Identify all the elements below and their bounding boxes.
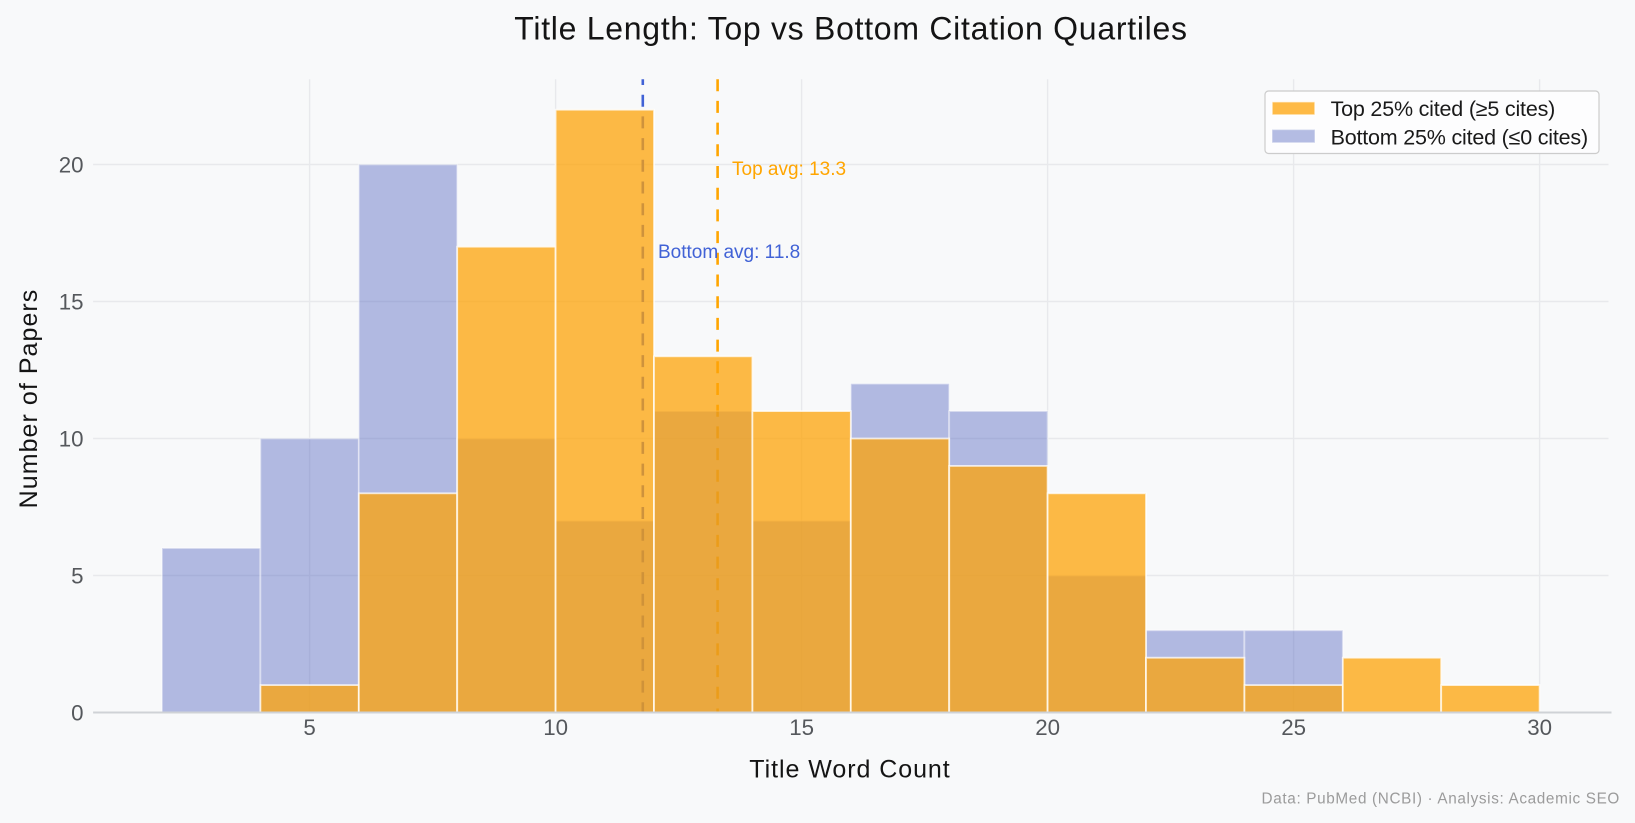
svg-text:Top 25% cited (≥5 cites): Top 25% cited (≥5 cites) [1331,97,1556,121]
svg-text:30: 30 [1527,715,1552,740]
svg-text:15: 15 [789,715,814,740]
svg-text:0: 0 [71,701,83,726]
svg-text:10: 10 [59,427,84,452]
svg-text:Title Word Count: Title Word Count [749,756,950,784]
svg-text:20: 20 [1035,715,1060,740]
svg-text:Number of Papers: Number of Papers [15,289,43,509]
svg-text:Data: PubMed (NCBI) · Analysis: Data: PubMed (NCBI) · Analysis: Academic… [1262,791,1620,808]
svg-text:Top avg: 13.3: Top avg: 13.3 [732,159,846,180]
svg-text:25: 25 [1281,715,1306,740]
svg-text:10: 10 [543,715,568,740]
svg-text:5: 5 [71,564,83,589]
svg-text:Bottom avg: 11.8: Bottom avg: 11.8 [658,242,800,263]
svg-text:Bottom 25% cited (≤0 cites): Bottom 25% cited (≤0 cites) [1331,125,1588,149]
svg-text:Title Length: Top vs Bottom Ci: Title Length: Top vs Bottom Citation Qua… [514,10,1187,46]
svg-text:15: 15 [59,290,84,315]
svg-text:5: 5 [303,715,315,740]
svg-text:20: 20 [59,153,84,178]
